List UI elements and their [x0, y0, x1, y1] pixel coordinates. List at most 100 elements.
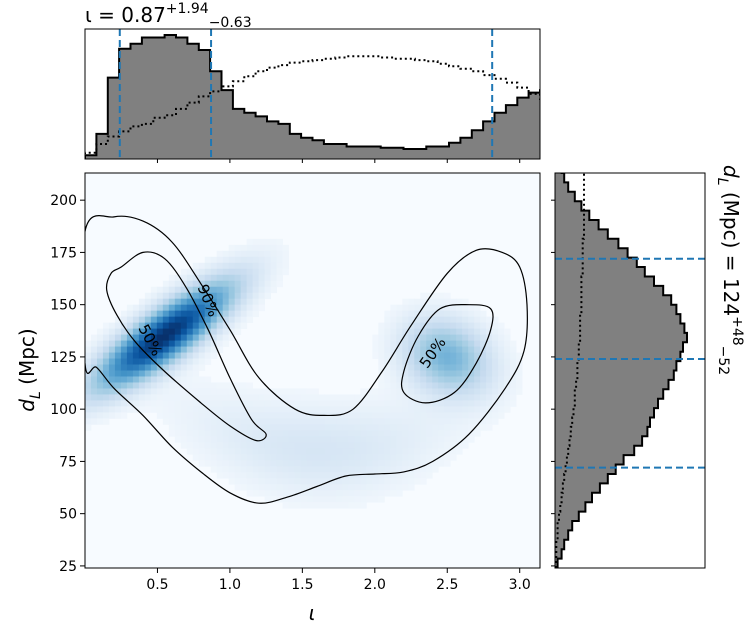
iota-posterior-outline — [85, 34, 540, 159]
heatmap-cell — [246, 256, 254, 264]
heatmap-cell — [402, 478, 409, 485]
heatmap-cell — [390, 388, 397, 395]
heatmap-cell — [222, 412, 230, 419]
heatmap-cell — [396, 484, 403, 491]
heatmap-cell — [408, 310, 415, 318]
heatmap-cell — [222, 424, 230, 431]
heatmap-cell — [444, 460, 451, 467]
heatmap-cell — [234, 382, 242, 389]
heatmap-cell — [504, 376, 511, 383]
heatmap-cell — [420, 316, 427, 324]
heatmap-cell — [228, 448, 236, 455]
heatmap-cell — [240, 274, 248, 282]
heatmap-cell — [168, 346, 176, 353]
heatmap-cell — [210, 382, 218, 389]
heatmap-cell — [114, 412, 122, 419]
heatmap-cell — [378, 490, 385, 497]
heatmap-cell — [85, 400, 92, 407]
heatmap-cell — [228, 274, 236, 282]
heatmap-cell — [198, 340, 206, 347]
heatmap-cell — [162, 406, 170, 413]
heatmap-cell — [486, 316, 493, 324]
iota-posterior-fill — [85, 35, 540, 159]
heatmap-cell — [168, 328, 176, 335]
heatmap-cell — [492, 382, 499, 389]
heatmap-cell — [396, 376, 403, 383]
heatmap-cell — [108, 400, 116, 407]
heatmap-cell — [408, 358, 415, 365]
heatmap-cell — [264, 388, 271, 395]
heatmap-cell — [174, 412, 182, 419]
heatmap-cell — [132, 322, 140, 329]
heatmap-cell — [504, 370, 511, 377]
heatmap-cell — [480, 388, 487, 395]
heatmap-cell — [366, 400, 373, 407]
heatmap-cell — [432, 400, 439, 407]
heatmap-cell — [252, 286, 260, 294]
heatmap-cell — [408, 460, 415, 467]
heatmap-cell — [198, 274, 206, 282]
heatmap-cell — [396, 442, 403, 449]
heatmap-cell — [192, 370, 200, 377]
heatmap-cell — [348, 496, 355, 503]
heatmap-cell — [246, 388, 254, 395]
y-tick-label: 75 — [59, 454, 77, 470]
heatmap-cell — [156, 292, 164, 300]
heatmap-cell — [264, 484, 271, 491]
heatmap-cell — [366, 442, 373, 449]
heatmap-cell — [228, 454, 236, 461]
heatmap-cell — [282, 436, 289, 443]
heatmap-cell — [462, 334, 469, 341]
heatmap-cell — [258, 448, 266, 455]
heatmap-cell — [402, 454, 409, 461]
heatmap-cell — [378, 466, 385, 473]
heatmap-cell — [456, 412, 463, 419]
heatmap-cell — [198, 448, 206, 455]
heatmap-cell — [114, 406, 122, 413]
heatmap-cell — [312, 448, 319, 455]
heatmap-cell — [282, 460, 289, 467]
y-tick-label: 175 — [50, 245, 77, 261]
heatmap-cell — [258, 250, 266, 258]
heatmap-cell — [270, 250, 277, 258]
heatmap-cell — [252, 436, 260, 443]
heatmap-cell — [426, 346, 433, 353]
heatmap-cell — [438, 334, 445, 341]
heatmap-cell — [390, 304, 397, 312]
heatmap-cell — [324, 418, 331, 425]
heatmap-cell — [306, 448, 313, 455]
y-tick-label: 25 — [59, 559, 77, 575]
heatmap-cell — [516, 358, 523, 365]
heatmap-cell — [270, 490, 277, 497]
heatmap-cell — [198, 460, 206, 467]
heatmap-cell — [390, 418, 397, 425]
heatmap-cell — [132, 310, 140, 318]
heatmap-cell — [252, 400, 260, 407]
heatmap-cell — [510, 358, 517, 365]
heatmap-cell — [174, 394, 182, 401]
heatmap-cell — [342, 466, 349, 473]
heatmap-cell — [162, 418, 170, 425]
heatmap-cell — [468, 430, 475, 437]
heatmap-cell — [384, 316, 391, 324]
heatmap-cell — [144, 358, 152, 365]
heatmap-cell — [342, 394, 349, 401]
heatmap-cell — [318, 496, 325, 503]
heatmap-cell — [378, 322, 385, 329]
heatmap-cell — [192, 310, 200, 318]
heatmap-cell — [276, 442, 283, 449]
heatmap-cell — [354, 454, 361, 461]
heatmap-cell — [264, 400, 271, 407]
heatmap-cell — [462, 400, 469, 407]
heatmap-cell — [246, 424, 254, 431]
heatmap-cell — [324, 400, 331, 407]
heatmap-cell — [168, 364, 176, 371]
heatmap-cell — [324, 436, 331, 443]
heatmap-cell — [216, 454, 224, 461]
heatmap-cell — [276, 250, 283, 258]
heatmap-cell — [282, 250, 289, 258]
heatmap-cell — [222, 280, 230, 288]
heatmap-cell — [96, 400, 104, 407]
heatmap-cell — [192, 442, 200, 449]
heatmap-cell — [96, 352, 104, 359]
